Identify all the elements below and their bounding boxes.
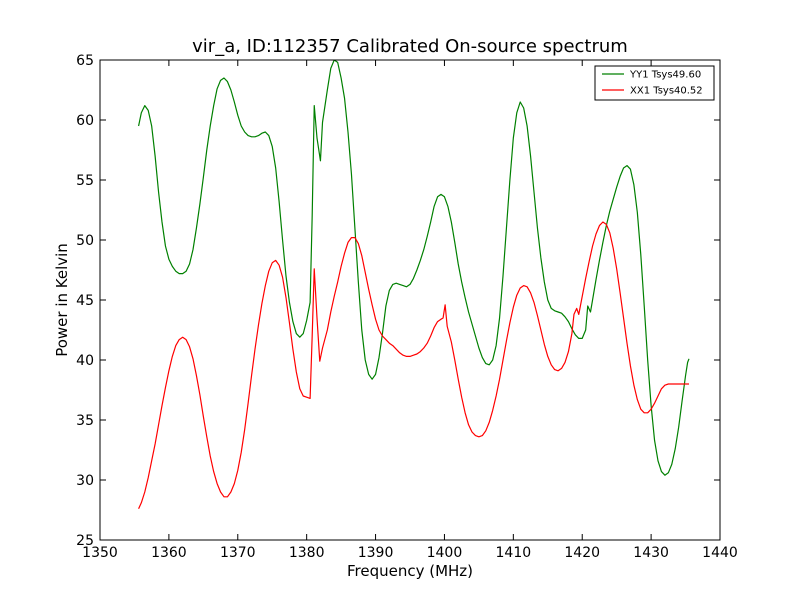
- x-axis-ticks: 1350 1360 1370 1380 1390 1400 1410 1420 1430 1440: [82, 60, 738, 561]
- series-line-xx1: [138, 221, 689, 510]
- y-tick-label: 25: [76, 533, 94, 549]
- y-axis-ticks: 25 30 35 40 45 50 55 60 65: [76, 53, 720, 549]
- chart-title: vir_a, ID:112357 Calibrated On-source sp…: [192, 36, 628, 57]
- x-tick-label: 1380: [289, 545, 325, 561]
- x-tick-label: 1360: [151, 545, 187, 561]
- legend-box: [594, 65, 715, 101]
- x-tick-label: 1370: [220, 545, 256, 561]
- y-tick-label: 55: [76, 173, 94, 189]
- y-tick-label: 65: [76, 53, 94, 69]
- y-tick-label: 45: [76, 293, 94, 309]
- x-axis-label: Frequency (MHz): [347, 562, 473, 580]
- series-line-yy1: [137, 60, 690, 476]
- x-tick-label: 1440: [702, 545, 738, 561]
- series-layer: [137, 60, 690, 510]
- y-tick-label: 30: [76, 473, 94, 489]
- y-axis-label: Power in Kelvin: [53, 243, 71, 357]
- x-tick-label: 1430: [633, 545, 669, 561]
- x-tick-label: 1420: [564, 545, 600, 561]
- x-tick-label: 1400: [427, 545, 463, 561]
- y-tick-label: 35: [76, 413, 94, 429]
- y-tick-label: 50: [76, 233, 94, 249]
- y-tick-label: 60: [76, 113, 94, 129]
- x-tick-label: 1390: [358, 545, 394, 561]
- x-tick-label: 1350: [82, 545, 118, 561]
- plot-area: 1350 1360 1370 1380 1390 1400 1410 1420 1430 1440…: [76, 53, 738, 561]
- x-tick-label: 1410: [496, 545, 532, 561]
- y-tick-label: 40: [76, 353, 94, 369]
- plot-background: [100, 60, 720, 540]
- legend-label-yy1: YY1 Tsys49.60: [629, 70, 701, 81]
- legend-label-xx1: XX1 Tsys40.52: [630, 86, 703, 97]
- legend: YY1 Tsys49.60 XX1 Tsys40.52: [594, 65, 715, 101]
